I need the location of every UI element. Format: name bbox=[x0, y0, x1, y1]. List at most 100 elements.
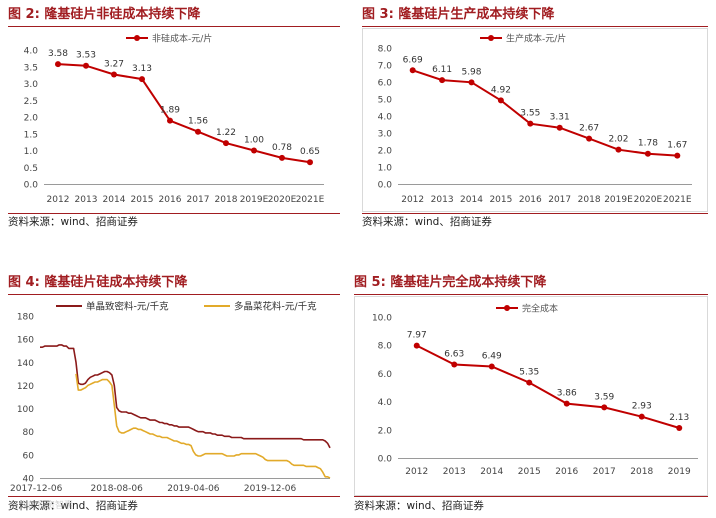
fig2-data-label: 3.58 bbox=[48, 49, 68, 59]
fig3-data-label: 3.31 bbox=[550, 113, 570, 123]
fig2-x-tick-label: 2013 bbox=[75, 195, 98, 205]
figure-4-source: 资料来源：wind、招商证券 bbox=[8, 500, 138, 512]
fig5-y-tick-label: 2.0 bbox=[378, 426, 393, 436]
figure-5-title: 图 5: 隆基硅片完全成本持续下降 bbox=[354, 272, 546, 294]
fig2-data-point bbox=[195, 128, 201, 135]
fig2-x-tick-label: 2021E bbox=[296, 195, 325, 205]
fig5-x-tick-label: 2014 bbox=[480, 467, 503, 477]
fig3-data-point bbox=[644, 150, 651, 157]
fig2-y-tick-label: 1.0 bbox=[24, 147, 39, 157]
fig3-data-label: 6.69 bbox=[403, 55, 423, 65]
fig5-x-tick-label: 2013 bbox=[443, 467, 466, 477]
fig3-x-tick-label: 2017 bbox=[548, 195, 571, 205]
fig5-x-tick-label: 2016 bbox=[555, 467, 578, 477]
fig3-data-label: 6.11 bbox=[432, 65, 452, 75]
fig3-y-tick-label: 0.0 bbox=[378, 181, 393, 191]
fig2-data-point bbox=[251, 147, 257, 154]
fig2-data-label: 1.00 bbox=[244, 136, 264, 146]
fig3-data-label: 4.92 bbox=[491, 85, 511, 95]
fig5-data-point bbox=[563, 400, 570, 407]
figure-2-source: 资料来源：wind、招商证券 bbox=[8, 216, 138, 228]
fig3-x-tick-label: 2018 bbox=[578, 195, 601, 205]
fig5-series-line bbox=[416, 344, 680, 429]
fig4-legend-label: 多晶菜花料-元/千克 bbox=[234, 301, 317, 313]
fig2-legend-marker bbox=[134, 35, 140, 41]
fig3-data-point bbox=[586, 135, 593, 142]
fig3-data-point bbox=[615, 146, 622, 153]
fig5-data-point bbox=[488, 363, 495, 370]
fig3-y-tick-label: 3.0 bbox=[378, 130, 393, 140]
fig2-data-point bbox=[83, 62, 89, 69]
fig3-y-tick-label: 5.0 bbox=[378, 96, 393, 106]
fig3-legend-marker bbox=[488, 35, 494, 41]
fig2-data-point bbox=[279, 154, 285, 161]
fig3-x-tick-label: 2019E bbox=[604, 195, 633, 205]
figure-2-label: 图 2: bbox=[8, 7, 40, 22]
fig3-data-label: 1.67 bbox=[667, 141, 687, 151]
figure-5-chart: 0.0 2.0 4.0 6.0 8.0 10.0 2012 2013 2014 2015 2016 2… bbox=[354, 296, 708, 496]
figure-5-title-rule bbox=[354, 294, 708, 295]
figure-3-title-rule bbox=[362, 26, 708, 27]
fig2-data-label: 3.13 bbox=[132, 64, 152, 74]
fig5-x-tick-label: 2015 bbox=[518, 467, 541, 477]
fig4-series-line-2 bbox=[75, 373, 331, 479]
fig5-plot-frame bbox=[354, 296, 708, 496]
fig3-y-tick-label: 2.0 bbox=[378, 147, 393, 157]
fig4-y-tick-label: 100 bbox=[17, 405, 34, 415]
fig5-x-tick-label: 2012 bbox=[405, 467, 428, 477]
fig2-data-label: 1.56 bbox=[188, 117, 208, 127]
figure-3-chart: 0.0 1.0 2.0 3.0 4.0 5.0 6.0 7.0 8.0 2012 2013 2014 2… bbox=[362, 28, 708, 212]
fig5-data-point bbox=[413, 342, 420, 349]
fig4-x-tick-label: 2019-04-06 bbox=[167, 484, 220, 494]
fig2-y-tick-label: 3.0 bbox=[24, 80, 39, 90]
fig4-y-tick-label: 180 bbox=[17, 313, 34, 323]
fig2-data-point bbox=[167, 117, 173, 124]
fig3-data-label: 3.55 bbox=[520, 109, 540, 119]
fig2-data-label: 1.22 bbox=[216, 128, 236, 138]
fig4-legend-label: 单晶致密料-元/千克 bbox=[86, 301, 169, 313]
fig5-data-point bbox=[526, 379, 533, 386]
figure-3-title: 图 3: 隆基硅片生产成本持续下降 bbox=[362, 4, 554, 26]
fig3-data-label: 2.02 bbox=[608, 135, 628, 145]
fig5-y-tick-label: 8.0 bbox=[378, 342, 393, 352]
fig5-data-point bbox=[676, 424, 683, 431]
fig2-legend-label: 非硅成本-元/片 bbox=[152, 33, 212, 45]
fig2-data-point bbox=[111, 71, 117, 78]
figure-3-source: 资料来源：wind、招商证券 bbox=[362, 216, 492, 228]
fig3-data-point bbox=[439, 77, 446, 84]
figure-2-chart: 0.0 0.5 1.0 1.5 2.0 2.5 3.0 3.5 4.0 2012 2013 2014 2… bbox=[24, 33, 325, 206]
fig3-data-label: 2.67 bbox=[579, 124, 599, 134]
fig5-data-point bbox=[638, 413, 645, 420]
fig2-y-tick-label: 3.5 bbox=[24, 63, 38, 73]
fig3-series-line bbox=[412, 69, 678, 157]
fig3-y-tick-label: 8.0 bbox=[378, 45, 393, 55]
figure-4-label: 图 4: bbox=[8, 275, 40, 290]
fig4-y-tick-label: 160 bbox=[17, 336, 34, 346]
fig3-y-tick-label: 4.0 bbox=[378, 113, 393, 123]
fig5-data-label: 2.93 bbox=[632, 402, 652, 412]
fig3-x-tick-label: 2013 bbox=[431, 195, 454, 205]
fig2-x-tick-label: 2019E bbox=[240, 195, 269, 205]
fig5-y-tick-label: 10.0 bbox=[372, 314, 392, 324]
fig2-x-tick-label: 2017 bbox=[187, 195, 210, 205]
fig4-series-line-1 bbox=[40, 344, 331, 449]
fig3-x-tick-label: 2020E bbox=[634, 195, 663, 205]
fig3-data-point bbox=[497, 97, 504, 104]
fig2-y-tick-label: 1.5 bbox=[24, 130, 38, 140]
fig4-y-tick-label: 40 bbox=[23, 475, 35, 485]
fig2-x-tick-label: 2018 bbox=[215, 195, 238, 205]
fig2-series-line bbox=[57, 63, 311, 164]
figure-3-label: 图 3: bbox=[362, 7, 394, 22]
fig5-data-point bbox=[451, 361, 458, 368]
fig2-x-tick-label: 2014 bbox=[103, 195, 126, 205]
fig2-data-label: 3.27 bbox=[104, 59, 124, 69]
figure-5-source-rule bbox=[354, 496, 708, 497]
fig5-data-label: 3.86 bbox=[557, 389, 577, 399]
figure-3-panel: 图 3: 隆基硅片生产成本持续下降 0.0 1.0 2.0 3.0 4.0 5.0 6.0 7… bbox=[362, 4, 708, 232]
fig5-data-label: 3.59 bbox=[594, 392, 614, 402]
figure-4-source-rule bbox=[8, 496, 340, 497]
figure-4-watermark: 与你的投资智囊 bbox=[10, 501, 74, 511]
fig5-data-label: 5.35 bbox=[519, 368, 539, 378]
fig5-y-tick-label: 4.0 bbox=[378, 398, 393, 408]
fig2-x-tick-label: 2015 bbox=[131, 195, 154, 205]
